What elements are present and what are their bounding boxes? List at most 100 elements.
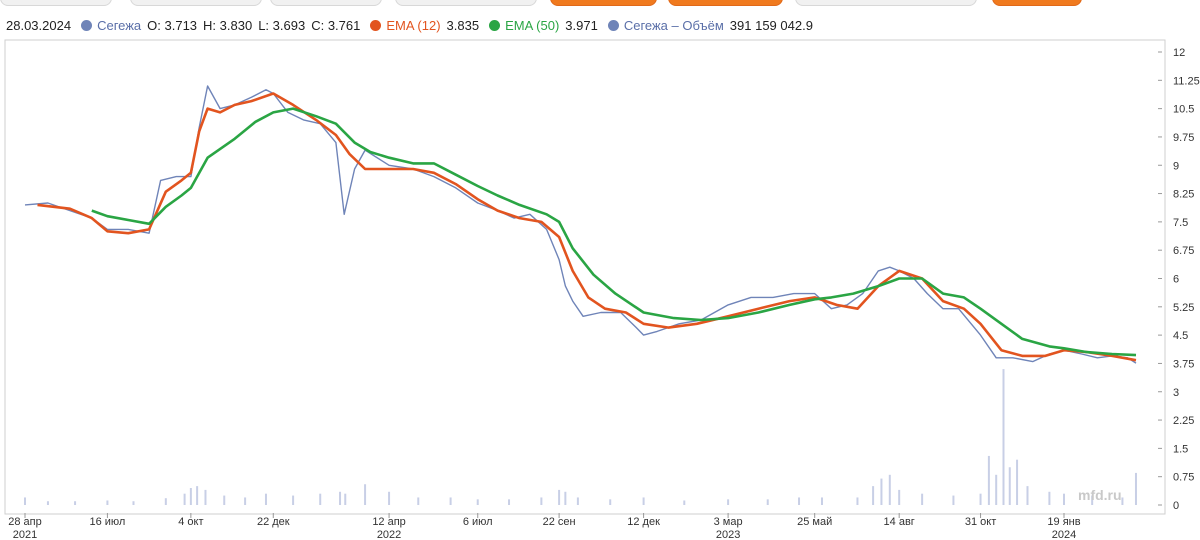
- volume-bar: [798, 497, 801, 505]
- x-tick-label: 25 май: [797, 516, 832, 528]
- volume-bar: [1063, 493, 1065, 505]
- volume-bar: [1134, 472, 1137, 505]
- volume-bar: [558, 489, 561, 505]
- legend-price[interactable]: Сегежа O: 3.713 H: 3.830 L: 3.693 C: 3.7…: [81, 18, 360, 33]
- volume-bar: [508, 499, 511, 505]
- volume-bar: [880, 478, 883, 505]
- volume-bar: [1121, 497, 1124, 505]
- legend-date: 28.03.2024: [6, 17, 72, 33]
- series-lines: [24, 85, 1137, 364]
- volume-bar: [1002, 369, 1005, 505]
- volume-bar: [1048, 491, 1051, 505]
- volume-bar: [364, 484, 367, 505]
- watermark: mfd.ru: [1078, 487, 1122, 503]
- y-tick-label: 9: [1173, 160, 1179, 172]
- x-tick-label: 12 апр: [372, 516, 405, 528]
- volume-bar: [1026, 486, 1029, 505]
- volume-bar: [609, 499, 612, 505]
- legend-volume[interactable]: Сегежа – Объём 391 159 042.9: [607, 17, 813, 33]
- legend-low: L: 3.693: [258, 17, 306, 33]
- volume-bar: [921, 493, 924, 505]
- volume-bar: [132, 501, 135, 505]
- volume-bar: [888, 474, 891, 505]
- volume-bar: [979, 493, 982, 505]
- volume-bar: [856, 497, 859, 505]
- y-tick-label: 3.75: [1173, 358, 1194, 370]
- volume-bar: [540, 497, 543, 505]
- y-tick-label: 12: [1173, 47, 1185, 59]
- legend-close: C: 3.761: [311, 17, 361, 33]
- volume-bar: [24, 497, 26, 505]
- x-tick-year: 2022: [377, 529, 401, 540]
- volume-bar: [995, 474, 998, 505]
- y-tick-label: 9.75: [1173, 132, 1194, 144]
- volume-bar: [264, 493, 267, 505]
- volume-bar: [319, 493, 322, 505]
- plot-frame: [4, 39, 1166, 515]
- legend-ema12[interactable]: EMA (12) 3.835: [370, 18, 479, 33]
- legend-ema50-name: EMA (50): [505, 17, 560, 33]
- ema12-line: [37, 92, 1137, 362]
- x-tick-label: 28 апр: [8, 516, 41, 528]
- volume-bar: [164, 498, 167, 505]
- volume-bar: [106, 500, 109, 505]
- volume-bar: [1091, 495, 1094, 505]
- volume-bar: [987, 455, 990, 505]
- volume-bar: [46, 501, 49, 505]
- x-tick-year: 2023: [716, 529, 740, 540]
- legend-price-name: Сегежа: [97, 17, 142, 33]
- volume-bar: [898, 489, 901, 505]
- volume-bar: [183, 493, 186, 505]
- legend-volume-value: 391 159 042.9: [729, 17, 813, 33]
- volume-bar: [339, 491, 342, 505]
- y-tick-label: 5.25: [1173, 302, 1194, 314]
- volume-bar: [820, 497, 823, 505]
- volume-bar: [292, 495, 295, 505]
- volume-bar: [952, 495, 955, 505]
- y-tick-label: 4.5: [1173, 330, 1188, 342]
- volume-bar: [766, 499, 769, 505]
- volume-bar: [1008, 467, 1011, 505]
- volume-bar: [417, 497, 420, 505]
- legend-ema50-value: 3.971: [565, 17, 598, 33]
- y-tick-label: 7.5: [1173, 217, 1188, 229]
- volume-bar: [344, 493, 347, 505]
- volume-bar: [727, 499, 730, 505]
- volume-bar: [244, 497, 247, 505]
- legend-volume-dot: [607, 19, 619, 31]
- legend-ema50[interactable]: EMA (50) 3.971: [489, 18, 598, 33]
- x-tick-label: 3 мар: [714, 516, 743, 528]
- volume-bar: [642, 497, 645, 505]
- legend-ema12-dot: [370, 19, 382, 31]
- ema50-line: [91, 107, 1137, 357]
- legend-open: O: 3.713: [147, 17, 198, 33]
- y-axis: 12 11.25 10.5 9.75 9 8.25 7.5 6.75 6 5.25 4.5 3.75 3…: [1158, 47, 1200, 512]
- y-tick-label: 6: [1173, 274, 1179, 286]
- volume-bar: [683, 500, 686, 505]
- legend-ema50-dot: [489, 19, 501, 31]
- y-tick-label: 0: [1173, 500, 1179, 512]
- legend-price-dot: [81, 19, 93, 31]
- legend-volume-name: Сегежа – Объём: [623, 17, 724, 33]
- volume-bar: [196, 486, 199, 505]
- volume-bar: [189, 488, 192, 505]
- volume-bar: [223, 495, 226, 505]
- legend-ema12-value: 3.835: [446, 17, 480, 33]
- x-tick-label: 22 дек: [257, 516, 290, 528]
- volume-bar: [388, 491, 391, 505]
- y-tick-label: 0.75: [1173, 472, 1194, 484]
- legend-ema12-name: EMA (12): [386, 17, 441, 33]
- volume-bar: [476, 499, 479, 505]
- volume-bar: [449, 497, 452, 505]
- x-tick-label: 6 июл: [463, 516, 493, 528]
- y-tick-label: 11.25: [1173, 75, 1200, 87]
- volume-bar: [564, 491, 567, 505]
- volume-bars: [24, 369, 1137, 505]
- price-line: [24, 85, 1137, 364]
- chart-legend: 28.03.2024 Сегежа O: 3.713 H: 3.830 L: 3…: [6, 15, 823, 35]
- x-tick-label: 16 июл: [89, 516, 125, 528]
- toolbar-top: [0, 0, 1200, 6]
- x-tick-label: 14 авг: [884, 516, 915, 528]
